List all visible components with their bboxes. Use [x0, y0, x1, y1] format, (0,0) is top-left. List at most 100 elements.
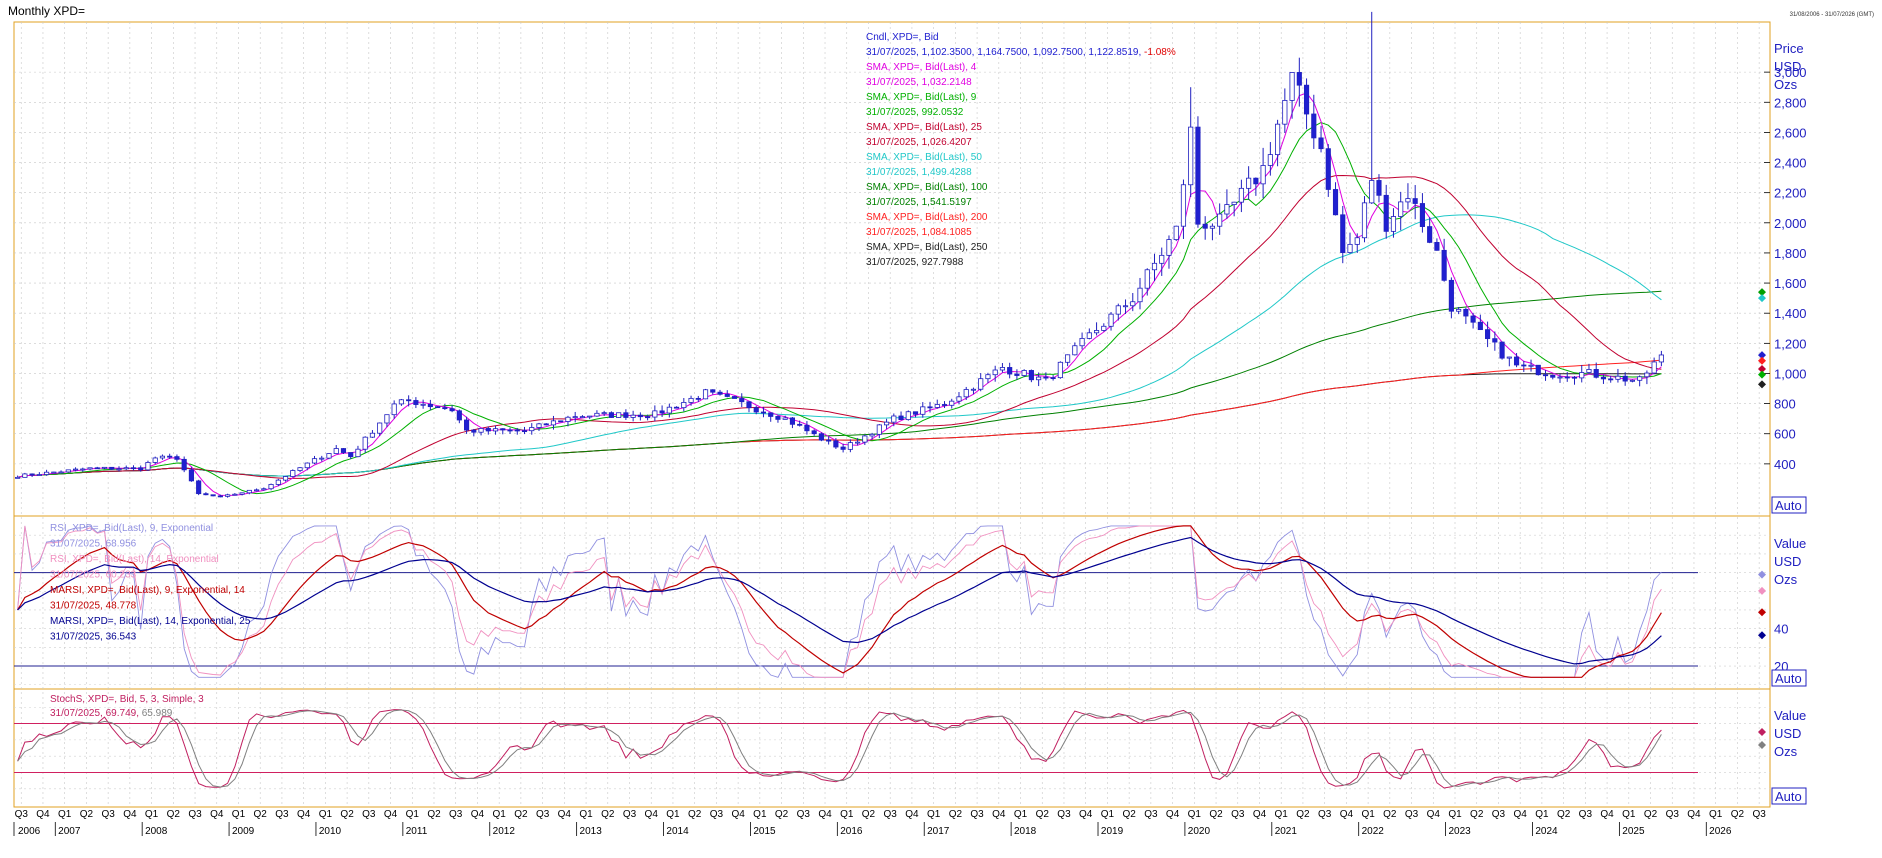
candle-body — [101, 466, 108, 469]
candle-body — [1470, 315, 1476, 323]
candle-body — [1651, 361, 1657, 374]
quarter-tick-label: Q3 — [536, 809, 550, 820]
sma-9-line — [17, 121, 1662, 495]
candle-body — [420, 403, 426, 406]
date-range-label: 31/08/2006 - 31/07/2026 (GMT) — [1789, 12, 1874, 18]
candle-body — [876, 424, 882, 435]
candle-body — [1456, 308, 1462, 312]
candle-body — [1571, 376, 1578, 379]
price-tick-label: 3,000 — [1774, 65, 1807, 80]
sma-250-line — [17, 373, 1662, 478]
quarter-tick-label: Q1 — [319, 809, 333, 820]
candle-body — [1412, 198, 1418, 204]
rsi-value-marker — [1758, 586, 1766, 595]
candle-body — [80, 468, 86, 471]
quarter-tick-label: Q2 — [80, 809, 94, 820]
candle-body — [1629, 379, 1635, 382]
quarter-tick-label: Q3 — [1666, 809, 1680, 820]
candle-body — [775, 416, 781, 420]
series-value-marker — [1758, 356, 1766, 365]
candle-body — [406, 399, 412, 402]
candle-body — [985, 374, 991, 380]
candle-body — [1318, 137, 1324, 150]
percent-change: -1.08% — [1141, 47, 1176, 58]
candle-body — [290, 470, 296, 477]
price-panel[interactable] — [15, 11, 1664, 498]
rsi-tick-label: 40 — [1774, 622, 1788, 637]
candle-body — [1477, 321, 1483, 331]
year-tick-label: 2014 — [666, 826, 689, 837]
candle-body — [521, 430, 528, 433]
year-tick-label: 2012 — [493, 826, 516, 837]
series-value-marker — [1758, 294, 1766, 303]
candle-body — [29, 473, 35, 476]
quarter-tick-label: Q3 — [623, 809, 637, 820]
candle-body — [594, 412, 600, 417]
rsi-legend-line: RSI, XPD=, Bid(Last), 9, Exponential — [50, 523, 213, 534]
quarter-tick-label: Q1 — [1188, 809, 1202, 820]
stoch-legend-values: 31/07/2025, 69.749, 65.989 — [50, 708, 173, 719]
candle-body — [789, 417, 796, 425]
panel-frames — [13, 21, 1771, 808]
candle-body — [674, 406, 680, 409]
candle-body — [1122, 305, 1129, 308]
candle-body — [1151, 262, 1158, 271]
candle-body — [464, 419, 470, 431]
candle-body — [797, 423, 803, 426]
quarter-tick-label: Q3 — [449, 809, 463, 820]
legends: Cndl, XPD=, Bid 31/07/2025, 1,102.3500, 1… — [50, 32, 1176, 719]
quarter-tick-label: Q1 — [232, 809, 246, 820]
rsi-line — [17, 525, 1662, 678]
quarter-tick-label: Q3 — [1752, 809, 1766, 820]
candle-body — [319, 457, 325, 460]
candle-body — [739, 398, 745, 403]
sma-200-line — [17, 359, 1662, 478]
candle-body — [688, 397, 694, 403]
candle-body — [818, 433, 824, 441]
candle-body — [152, 457, 158, 463]
candle-body — [840, 446, 846, 450]
candle-body — [1586, 369, 1592, 373]
quarter-tick-label: Q1 — [1535, 809, 1549, 820]
sma-50-line — [17, 214, 1662, 478]
quarter-tick-label: Q1 — [1709, 809, 1723, 820]
candle-body — [536, 423, 542, 428]
candle-body — [138, 467, 144, 471]
stoch-panel[interactable] — [14, 709, 1698, 789]
quarter-tick-label: Q3 — [101, 809, 115, 820]
candle-body — [731, 396, 738, 399]
quarter-tick-label: Q2 — [1383, 809, 1397, 820]
candle-body — [1014, 373, 1020, 376]
price-legend-line: 31/07/2025, 1,032.2148 — [866, 77, 972, 88]
candle-body — [254, 489, 260, 492]
stoch-axis-title: USD — [1774, 726, 1801, 741]
candle-body — [978, 378, 984, 390]
candle-body — [963, 389, 969, 398]
quarter-tick-label: Q2 — [601, 809, 615, 820]
candle-body — [905, 411, 911, 421]
quarter-tick-label: Q4 — [992, 809, 1006, 820]
stoch-line — [17, 709, 1662, 788]
candle-body — [1159, 254, 1165, 264]
quarter-tick-label: Q3 — [710, 809, 724, 820]
candle-body — [1521, 364, 1527, 367]
price-legend-line: 31/07/2025, 1,499.4288 — [866, 167, 972, 178]
quarter-tick-label: Q4 — [471, 809, 485, 820]
candle-body — [1485, 329, 1491, 340]
quarter-tick-label: Q2 — [1470, 809, 1484, 820]
quarter-tick-label: Q4 — [818, 809, 832, 820]
candle-body — [1340, 214, 1346, 253]
quarter-tick-label: Q4 — [297, 809, 311, 820]
candle-body — [1101, 325, 1107, 331]
candle-body — [1093, 330, 1100, 334]
candle-body — [1028, 370, 1034, 381]
candle-body — [268, 484, 274, 490]
price-legend-line: Cndl, XPD=, Bid — [866, 32, 939, 43]
rsi-panel[interactable] — [14, 525, 1698, 678]
price-tick-label: 2,800 — [1774, 95, 1807, 110]
year-tick-label: 2017 — [927, 826, 950, 837]
quarter-tick-label: Q2 — [254, 809, 268, 820]
candle-body — [210, 494, 216, 497]
price-legend-line: SMA, XPD=, Bid(Last), 50 — [866, 152, 982, 163]
